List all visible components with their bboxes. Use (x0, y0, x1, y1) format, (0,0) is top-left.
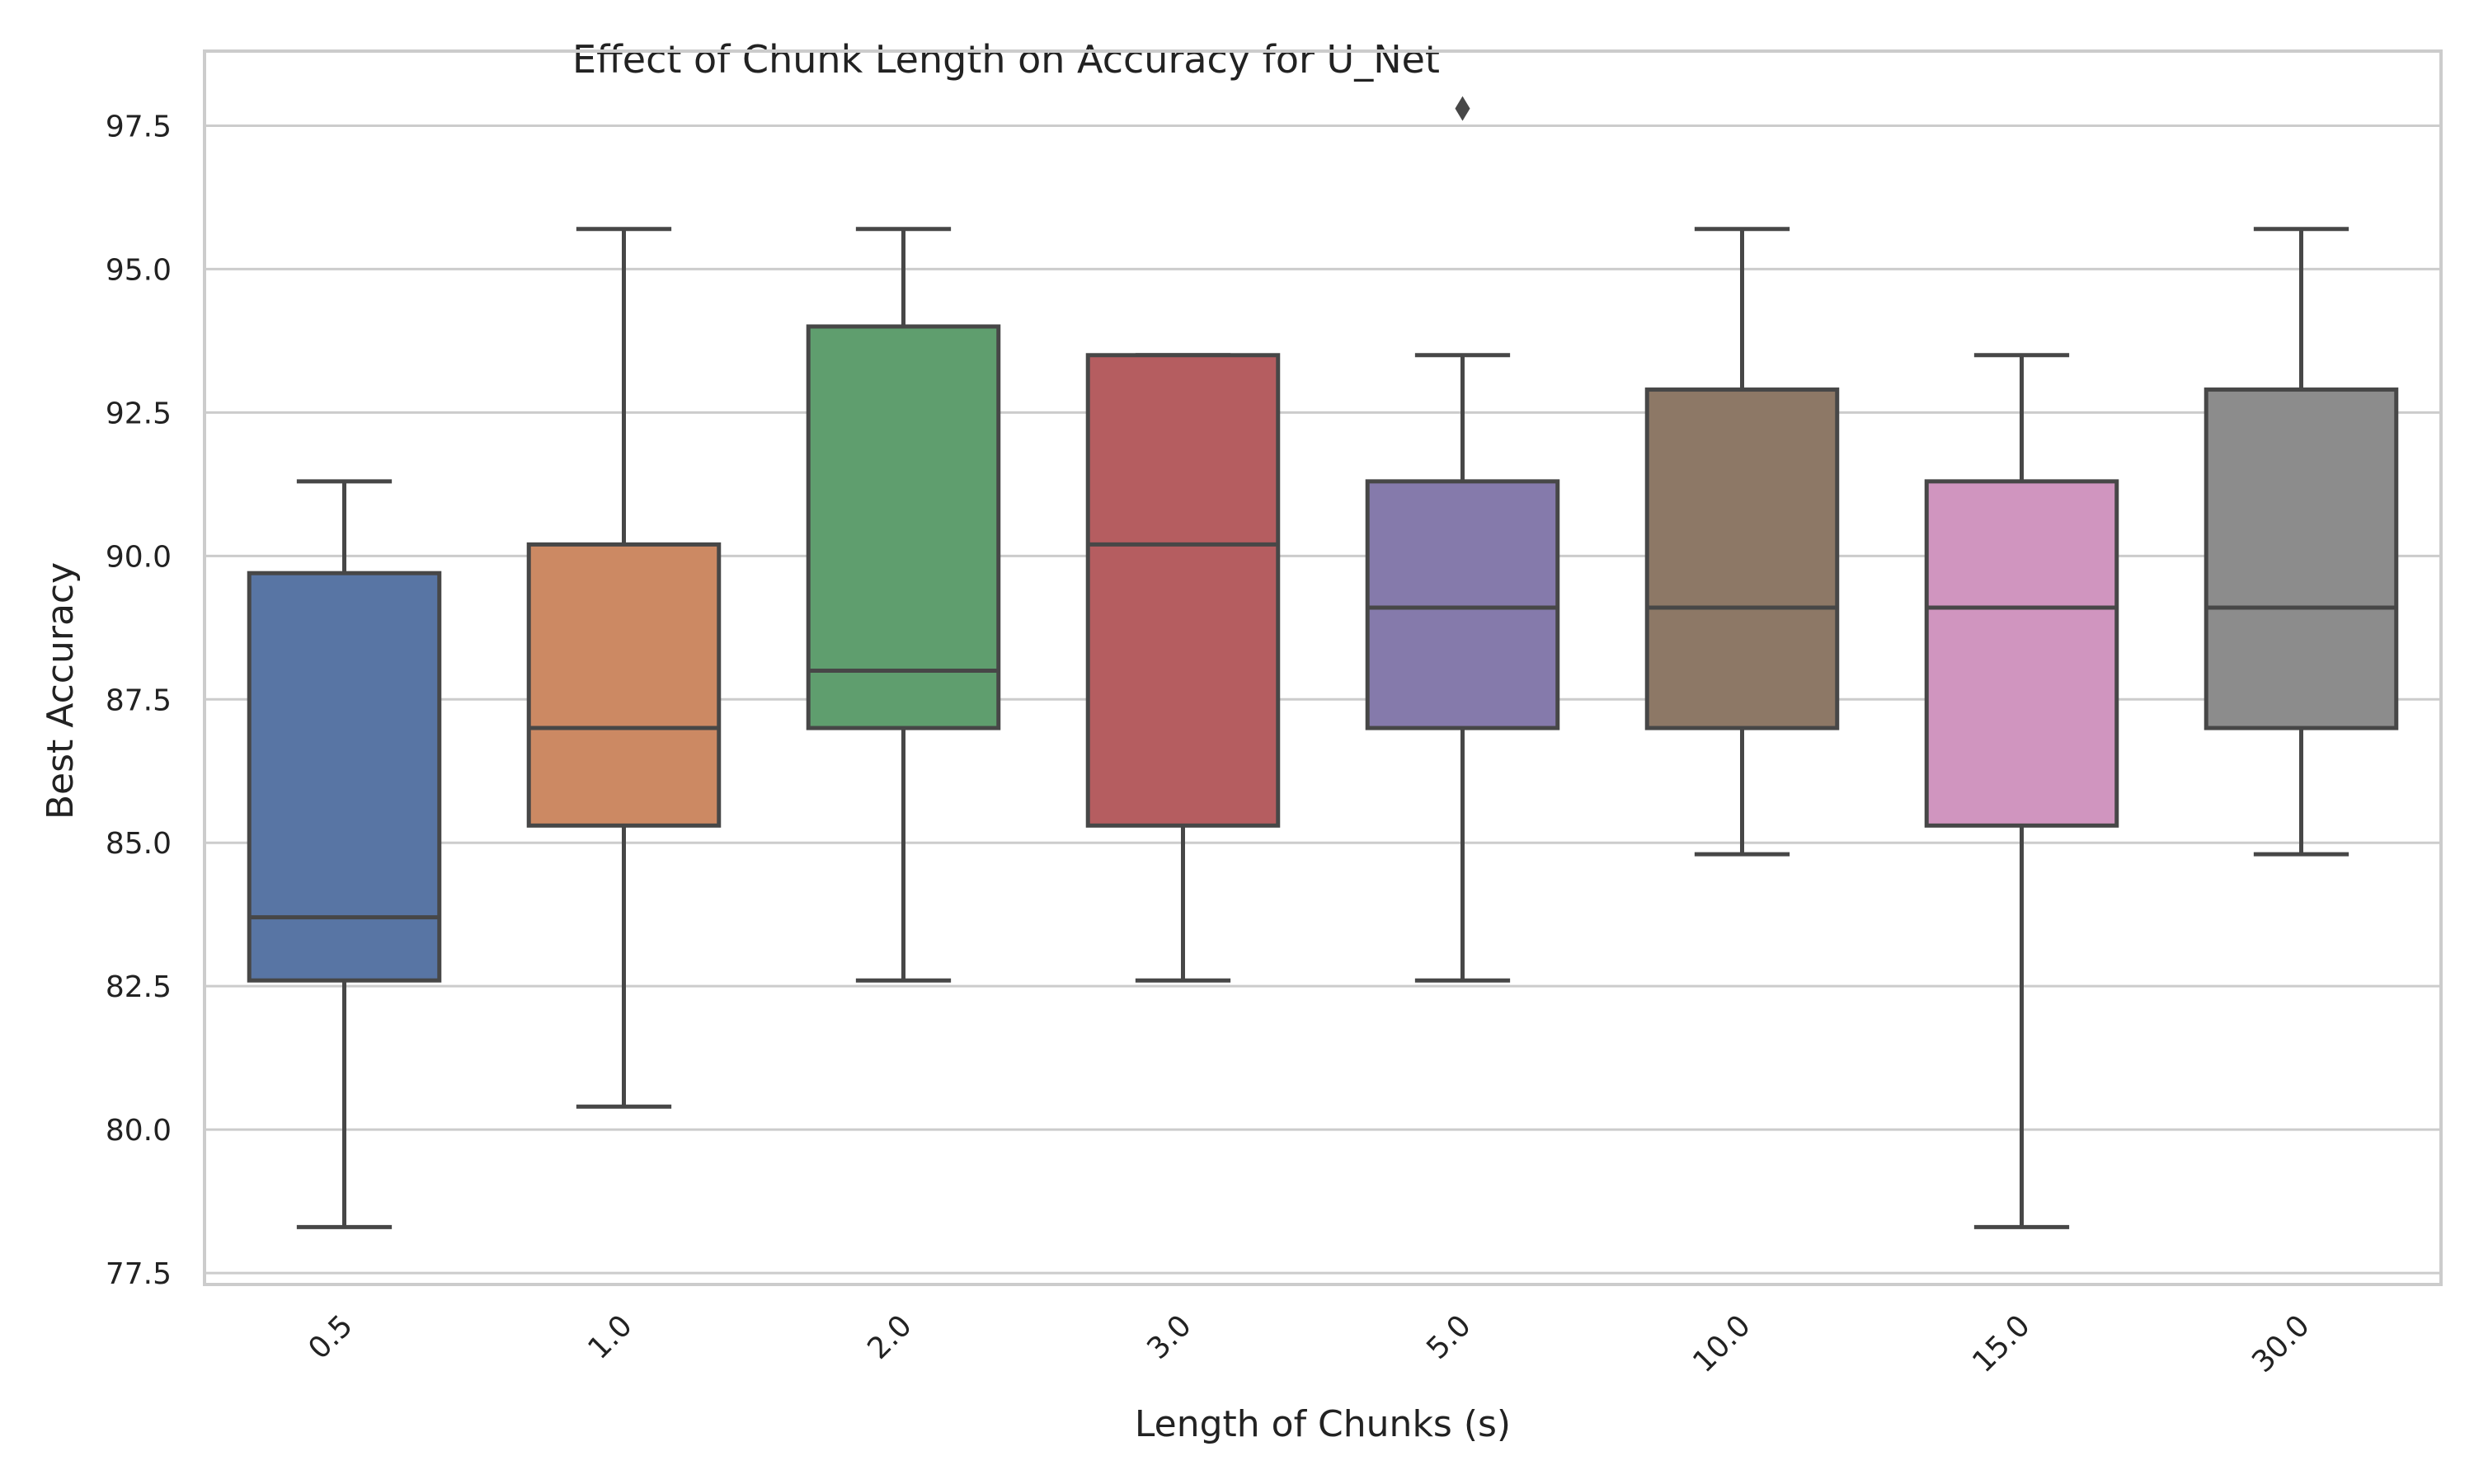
x-axis-title: Length of Chunks (s) (1135, 1403, 1511, 1445)
box-iqr (806, 324, 1001, 730)
box-group (1924, 353, 2119, 1229)
box-group (806, 227, 1001, 983)
y-tick-label: 80.0 (106, 1114, 172, 1148)
x-tick-label: 15.0 (1966, 1308, 2037, 1379)
box-group (1365, 96, 1560, 983)
box-group (1085, 353, 1281, 983)
box-group (2204, 227, 2399, 857)
y-tick-label: 82.5 (106, 970, 172, 1004)
plot-frame (203, 49, 2443, 1286)
x-tick-label: 30.0 (2246, 1308, 2316, 1379)
y-tick-label: 92.5 (106, 397, 172, 430)
box-iqr (2204, 387, 2399, 730)
box-group (526, 227, 722, 1109)
y-tick-label: 97.5 (106, 110, 172, 143)
outlier-marker (1455, 96, 1470, 121)
x-tick-label: 0.5 (302, 1308, 359, 1365)
x-tick-label: 10.0 (1686, 1308, 1757, 1379)
y-tick-label: 77.5 (106, 1257, 172, 1291)
box-iqr (247, 571, 442, 983)
chart-title: Effect of Chunk Length on Accuracy for U… (572, 37, 1440, 82)
boxes (247, 96, 2399, 1229)
box-iqr (1365, 479, 1560, 730)
y-axis-ticks: 77.5 80.0 82.5 85.0 87.5 90.0 92.5 95.0 97.5 (106, 110, 172, 1291)
y-tick-label: 87.5 (106, 683, 172, 717)
box-iqr (526, 542, 722, 828)
y-tick-label: 95.0 (106, 253, 172, 287)
y-tick-label: 90.0 (106, 540, 172, 574)
box-group (247, 479, 442, 1229)
x-tick-label: 5.0 (1420, 1308, 1477, 1365)
box-iqr (1924, 479, 2119, 828)
x-tick-label: 1.0 (581, 1308, 638, 1365)
x-tick-label: 3.0 (1141, 1308, 1197, 1365)
box-group (1644, 227, 1840, 857)
y-axis-title: Best Accuracy (40, 562, 82, 819)
x-axis-ticks: 0.5 1.0 2.0 3.0 5.0 10.0 15.0 30.0 (302, 1308, 2316, 1379)
box-iqr (1085, 353, 1281, 828)
y-tick-label: 85.0 (106, 827, 172, 861)
x-tick-label: 2.0 (861, 1308, 918, 1365)
box-iqr (1644, 387, 1840, 730)
